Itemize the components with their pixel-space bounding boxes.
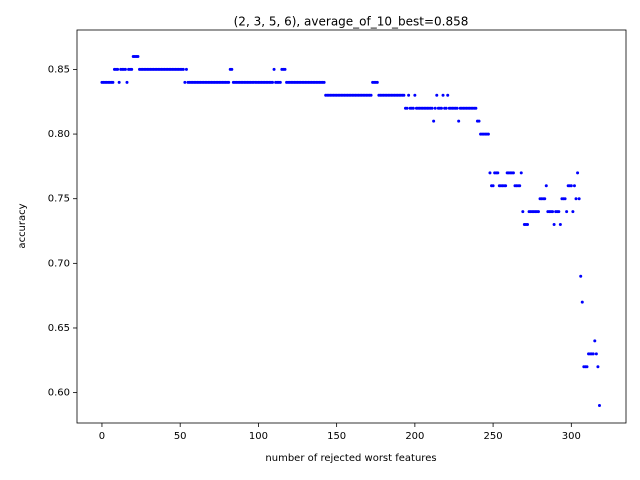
point: [596, 365, 600, 369]
point: [518, 184, 522, 188]
point: [591, 352, 595, 356]
point: [405, 106, 409, 110]
point: [577, 197, 581, 201]
point: [413, 93, 417, 97]
point: [402, 93, 406, 97]
point: [585, 365, 589, 369]
point: [474, 106, 478, 110]
point: [181, 67, 185, 71]
point: [125, 80, 129, 84]
point: [551, 210, 555, 214]
axes-frame: [76, 29, 627, 424]
point: [569, 184, 573, 188]
x-tick-label: 150: [327, 431, 346, 442]
point: [433, 106, 437, 110]
x-tick-label: 50: [174, 431, 187, 442]
y-axis-label: accuracy: [17, 203, 28, 248]
x-tick-label: 250: [484, 431, 503, 442]
point: [491, 184, 495, 188]
y-tick-label: 0.65: [48, 323, 70, 334]
point: [111, 80, 115, 84]
point: [563, 197, 567, 201]
point: [441, 93, 445, 97]
y-tick-label: 0.70: [48, 258, 70, 269]
y-tick-label: 0.85: [48, 64, 70, 75]
point: [521, 210, 525, 214]
y-tick-label: 0.80: [48, 129, 70, 140]
point: [270, 80, 274, 84]
point: [136, 55, 140, 59]
point: [439, 106, 443, 110]
point: [430, 106, 434, 110]
point: [580, 300, 584, 304]
point: [552, 223, 556, 227]
point: [504, 184, 508, 188]
x-tick-label: 200: [405, 431, 424, 442]
chart-title: (2, 3, 5, 6), average_of_10_best=0.858: [234, 15, 469, 29]
point: [446, 93, 450, 97]
point: [557, 210, 561, 214]
point: [230, 67, 234, 71]
y-tick-label: 0.75: [48, 194, 70, 205]
x-tick-label: 100: [249, 431, 268, 442]
point: [369, 93, 373, 97]
point: [593, 339, 597, 343]
point: [457, 119, 461, 123]
x-tick-label: 0: [99, 431, 105, 442]
point: [576, 171, 580, 175]
y-tick-label: 0.60: [48, 388, 70, 399]
point: [488, 171, 492, 175]
point: [486, 132, 490, 136]
point: [597, 404, 601, 408]
point: [574, 197, 578, 201]
point: [565, 210, 569, 214]
point: [536, 210, 540, 214]
point: [579, 274, 583, 278]
point: [411, 106, 415, 110]
point: [375, 80, 379, 84]
point: [130, 67, 134, 71]
point: [544, 184, 548, 188]
point: [455, 106, 459, 110]
point: [594, 352, 598, 356]
point: [227, 80, 231, 84]
point: [322, 80, 326, 84]
x-tick-label: 300: [562, 431, 581, 442]
point: [116, 67, 120, 71]
point: [571, 210, 575, 214]
x-axis-label: number of rejected worst features: [265, 453, 436, 464]
point: [117, 80, 121, 84]
point: [496, 171, 500, 175]
point: [435, 93, 439, 97]
point: [511, 171, 515, 175]
point: [444, 106, 448, 110]
point: [278, 80, 282, 84]
point: [123, 67, 127, 71]
point: [432, 119, 436, 123]
point: [283, 67, 287, 71]
point: [526, 223, 530, 227]
point: [543, 197, 547, 201]
point: [572, 184, 576, 188]
point: [407, 93, 411, 97]
point: [184, 67, 188, 71]
point: [477, 119, 481, 123]
point: [183, 80, 187, 84]
point: [558, 223, 562, 227]
point: [272, 67, 276, 71]
plot-area: [100, 55, 601, 408]
point: [519, 171, 523, 175]
